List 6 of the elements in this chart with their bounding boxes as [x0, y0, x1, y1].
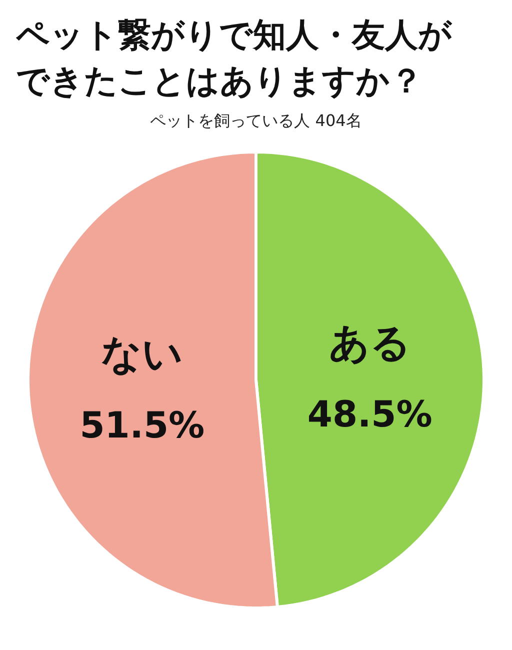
chart-subtitle: ペットを飼っている人 404名	[150, 111, 362, 130]
slice-label: ある	[328, 320, 411, 367]
data-label: 48.5%	[307, 394, 432, 436]
chart-title: ペット繋がりで知人・友人ができたことはありますか？	[15, 15, 453, 100]
slice-label: ない	[101, 331, 184, 378]
data-label: 51.5%	[80, 405, 205, 446]
